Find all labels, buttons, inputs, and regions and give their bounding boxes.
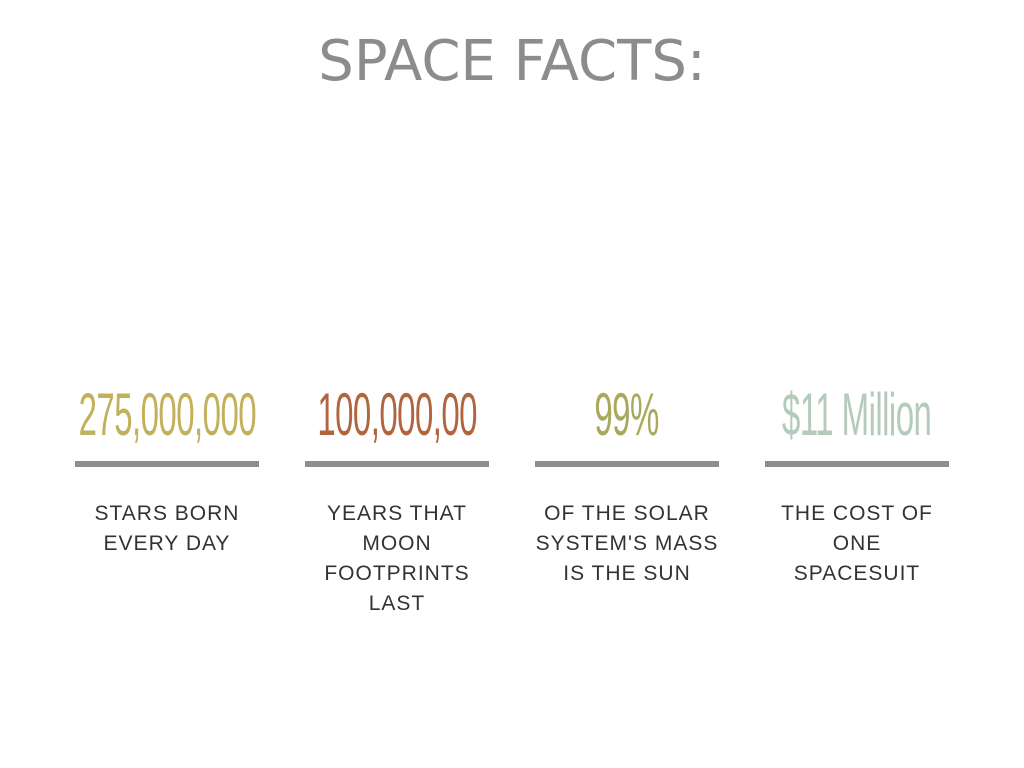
description-line: STARS BORN (94, 502, 240, 525)
fact-value: $11 Million (782, 380, 932, 448)
fact-column: 100,000,00 YEARS THAT MOON FOOTPRINTS LAST (305, 376, 489, 619)
fact-value: 275,000,000 (78, 380, 256, 448)
fact-value-box: $11 Million (765, 376, 949, 452)
description-line: THE COST OF (781, 502, 933, 525)
description-line: SPACESUIT (793, 562, 921, 585)
description-line: FOOTPRINTS (324, 562, 470, 585)
description-line: YEARS THAT (327, 502, 467, 525)
fact-description: OF THE SOLAR SYSTEM'S MASS IS THE SUN (535, 499, 719, 589)
description-line: OF THE SOLAR (544, 502, 710, 525)
fact-column: 275,000,000 STARS BORN EVERY DAY (75, 376, 259, 559)
divider-bar (765, 461, 949, 467)
fact-value-box: 100,000,00 (305, 376, 489, 452)
fact-value-box: 99% (535, 376, 719, 452)
description-line: MOON (362, 532, 432, 555)
divider-bar (75, 461, 259, 467)
fact-description: YEARS THAT MOON FOOTPRINTS LAST (305, 499, 489, 619)
divider-bar (535, 461, 719, 467)
fact-column: $11 Million THE COST OF ONE SPACESUIT (765, 376, 949, 589)
fact-value-box: 275,000,000 (75, 376, 259, 452)
fact-value: 100,000,00 (317, 380, 477, 448)
fact-description: THE COST OF ONE SPACESUIT (765, 499, 949, 589)
description-line: EVERY DAY (103, 532, 231, 555)
description-line: IS THE SUN (563, 562, 691, 585)
description-line: LAST (368, 592, 426, 615)
divider-bar (305, 461, 489, 467)
fact-column: 99% OF THE SOLAR SYSTEM'S MASS IS THE SUN (535, 376, 719, 589)
description-line: SYSTEM'S MASS (535, 532, 719, 555)
title: SPACE FACTS: (318, 29, 706, 94)
fact-description: STARS BORN EVERY DAY (75, 499, 259, 559)
fact-value: 99% (594, 380, 660, 448)
description-line: ONE (832, 532, 882, 555)
